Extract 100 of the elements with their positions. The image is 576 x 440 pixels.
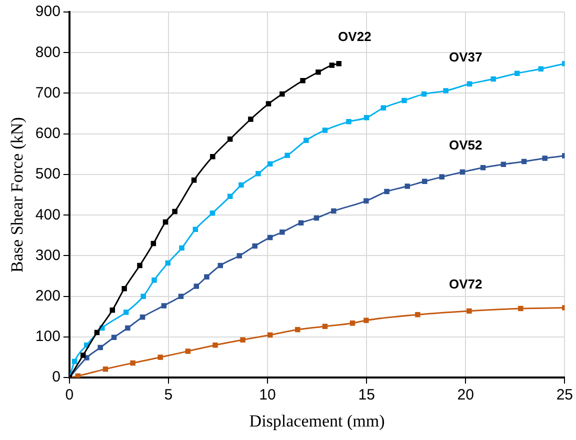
point (75, 373, 81, 378)
point (329, 62, 335, 68)
point (480, 164, 486, 170)
point (72, 358, 78, 364)
point (439, 174, 444, 180)
point (280, 91, 285, 97)
point (346, 119, 352, 124)
point (421, 91, 427, 97)
point (140, 294, 146, 299)
point (350, 320, 356, 326)
point (404, 184, 410, 189)
y-axis-title: Base Shear Force (kN) (8, 117, 27, 272)
point (538, 66, 544, 72)
point (521, 158, 527, 164)
point (500, 162, 506, 167)
point (415, 312, 420, 318)
point (514, 70, 520, 76)
point (256, 171, 261, 176)
point (227, 136, 233, 142)
point (267, 332, 273, 338)
point (123, 310, 129, 315)
point (204, 274, 210, 280)
point (490, 76, 496, 82)
x-tick-label: 0 (65, 386, 74, 404)
point (238, 182, 244, 188)
point (322, 128, 328, 133)
point (122, 286, 127, 292)
point (210, 154, 216, 160)
point (165, 260, 170, 266)
point (212, 342, 218, 348)
x-tick-label: 25 (556, 386, 573, 404)
point (466, 308, 472, 314)
point (466, 81, 472, 87)
point (158, 354, 163, 360)
point (364, 198, 369, 204)
point (240, 337, 246, 342)
y-tick-label: 0 (52, 368, 60, 386)
point (284, 152, 290, 158)
point (210, 210, 216, 216)
point (98, 344, 103, 350)
point (267, 234, 273, 240)
point (185, 348, 191, 354)
y-tick-label: 700 (35, 84, 60, 102)
series-label: OV22 (338, 29, 372, 44)
point (252, 243, 258, 249)
x-tick-label: 15 (358, 386, 375, 404)
point (316, 70, 321, 75)
point (178, 294, 184, 299)
series-label: OV72 (448, 276, 482, 292)
y-tick-label: 200 (35, 287, 60, 304)
x-tick-label: 10 (259, 386, 276, 404)
y-tick-label: 600 (35, 125, 60, 142)
x-axis-title: Displacement (mm) (249, 411, 385, 430)
point (314, 215, 320, 221)
point (422, 178, 428, 184)
point (443, 88, 448, 94)
point (172, 208, 178, 214)
point (227, 194, 233, 200)
y-tick-label: 300 (35, 246, 60, 264)
y-tick-label: 500 (35, 166, 60, 183)
point (162, 219, 168, 225)
point (161, 303, 167, 308)
point (94, 330, 100, 336)
point (380, 105, 386, 110)
point (192, 226, 198, 232)
y-tick-label: 100 (35, 328, 60, 346)
point (218, 262, 223, 268)
point (331, 208, 336, 214)
point (84, 355, 90, 360)
x-tick-label: 20 (457, 386, 474, 404)
point (300, 78, 306, 84)
point (80, 352, 86, 358)
point (152, 277, 157, 283)
point (280, 230, 285, 235)
point (384, 188, 390, 194)
point (402, 98, 407, 104)
point (140, 314, 146, 320)
point (102, 366, 108, 372)
point (137, 262, 142, 268)
point (191, 178, 197, 183)
point (125, 325, 130, 331)
point (130, 360, 136, 366)
series-label: OV52 (448, 138, 482, 153)
y-tick-label: 800 (35, 44, 60, 61)
point (322, 324, 328, 330)
point (266, 101, 272, 106)
point (364, 114, 370, 120)
point (336, 60, 342, 66)
point (179, 245, 184, 251)
y-tick-label: 400 (35, 206, 60, 224)
point (267, 161, 273, 167)
y-tick-label: 900 (35, 3, 60, 20)
point (295, 327, 300, 332)
point (194, 284, 200, 289)
point (111, 334, 117, 340)
point (150, 240, 156, 246)
point (236, 253, 242, 258)
point (518, 306, 524, 312)
point (460, 169, 466, 175)
point (304, 138, 309, 143)
